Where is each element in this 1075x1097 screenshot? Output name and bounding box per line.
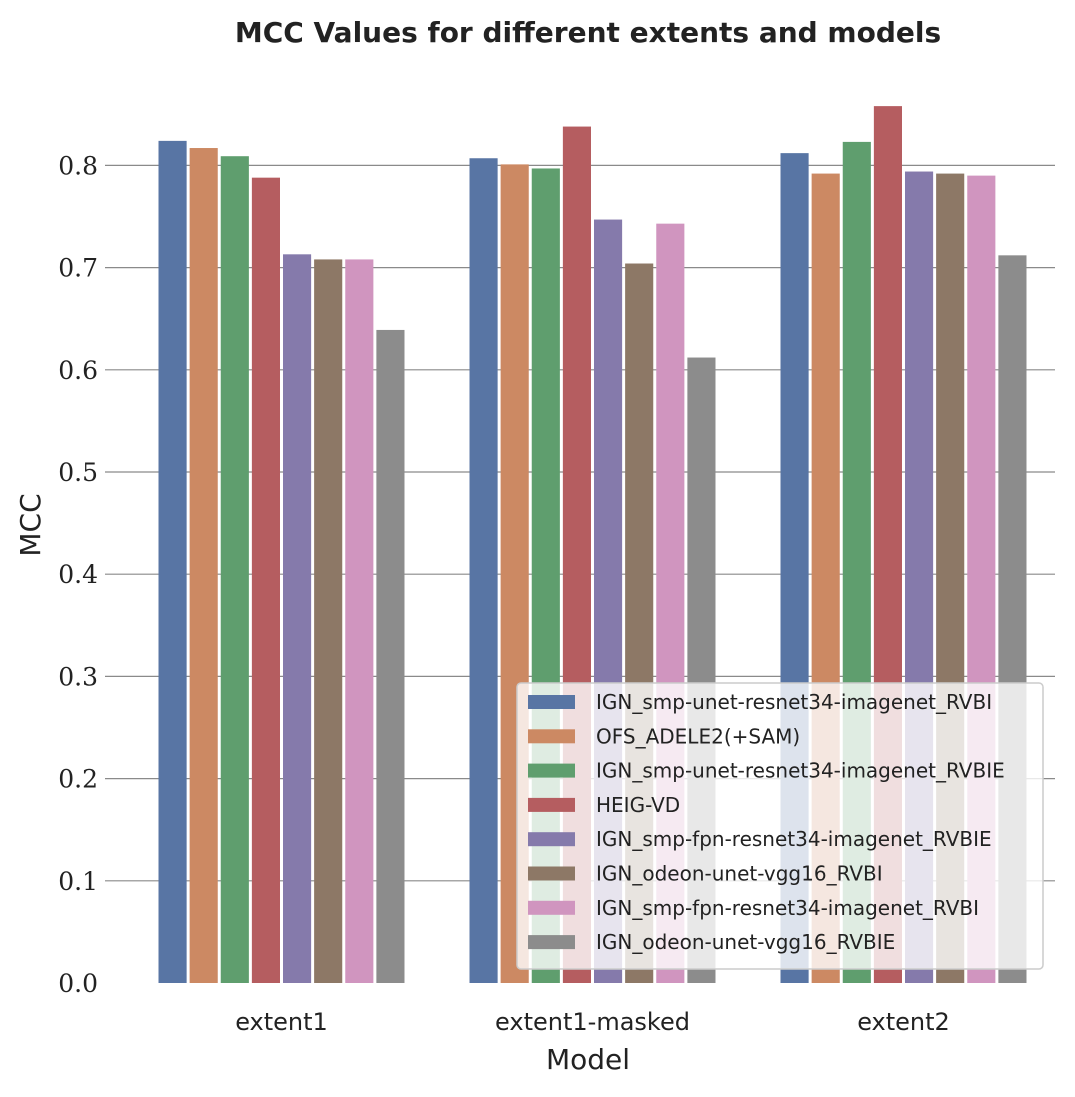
bar-extent1-series-5 bbox=[314, 259, 343, 983]
legend-entry-label: IGN_smp-unet-resnet34-imagenet_RVBIE bbox=[596, 759, 1005, 783]
legend-entry-label: IGN_odeon-unet-vgg16_RVBIE bbox=[596, 930, 895, 954]
bar-extent1-series-6 bbox=[345, 259, 374, 983]
legend-swatch bbox=[528, 763, 575, 778]
legend-entry-label: IGN_smp-unet-resnet34-imagenet_RVBI bbox=[596, 690, 992, 714]
bar-extent1-series-7 bbox=[376, 329, 405, 983]
bar-extent1-masked-series-0 bbox=[469, 158, 498, 984]
bar-extent1-series-2 bbox=[220, 156, 249, 983]
chart-title: MCC Values for different extents and mod… bbox=[235, 16, 941, 49]
x-tick-label: extent1 bbox=[235, 1008, 328, 1036]
legend-entry-label: OFS_ADELE2(+SAM) bbox=[596, 724, 800, 748]
legend-box bbox=[516, 682, 1044, 970]
y-tick-labels: 0.0 0.1 0.2 0.3 0.4 0.5 0.6 0.7 0.8 bbox=[58, 151, 98, 998]
legend-entry-label: HEIG-VD bbox=[596, 793, 680, 817]
x-tick-label: extent2 bbox=[857, 1008, 950, 1036]
bar-extent1-series-3 bbox=[251, 177, 280, 983]
legend-entry-label: IGN_smp-fpn-resnet34-imagenet_RVBI bbox=[596, 896, 979, 920]
legend-swatch bbox=[528, 695, 575, 709]
legend-swatch bbox=[528, 797, 575, 812]
x-tick-labels: extent1 extent1-masked extent2 bbox=[235, 1008, 950, 1036]
legend-swatch bbox=[528, 729, 575, 744]
legend-entry-label: IGN_smp-fpn-resnet34-imagenet_RVBIE bbox=[596, 827, 992, 851]
legend-swatch bbox=[528, 832, 575, 847]
legend-swatch bbox=[528, 935, 575, 950]
y-tick-label: 0.7 bbox=[58, 254, 98, 283]
legend-entry-label: IGN_odeon-unet-vgg16_RVBI bbox=[596, 862, 883, 886]
bar-extent1-series-1 bbox=[189, 148, 218, 983]
bar-extent1-series-0 bbox=[158, 140, 187, 983]
y-tick-label: 0.1 bbox=[58, 867, 98, 896]
legend-swatch bbox=[528, 900, 575, 915]
y-tick-label: 0.6 bbox=[58, 356, 98, 385]
legend: IGN_smp-unet-resnet34-imagenet_RVBI OFS_A… bbox=[516, 682, 1044, 970]
y-tick-label: 0.0 bbox=[58, 969, 98, 998]
bar-extent1-series-4 bbox=[283, 254, 312, 984]
y-tick-label: 0.8 bbox=[58, 151, 98, 180]
y-axis-label: MCC bbox=[14, 493, 47, 556]
legend-swatch bbox=[528, 866, 575, 881]
y-tick-label: 0.2 bbox=[58, 765, 98, 794]
y-tick-label: 0.5 bbox=[58, 458, 98, 487]
y-tick-label: 0.4 bbox=[58, 560, 98, 589]
y-tick-label: 0.3 bbox=[58, 662, 98, 691]
x-axis-label: Model bbox=[546, 1043, 630, 1076]
x-tick-label: extent1-masked bbox=[495, 1008, 690, 1036]
